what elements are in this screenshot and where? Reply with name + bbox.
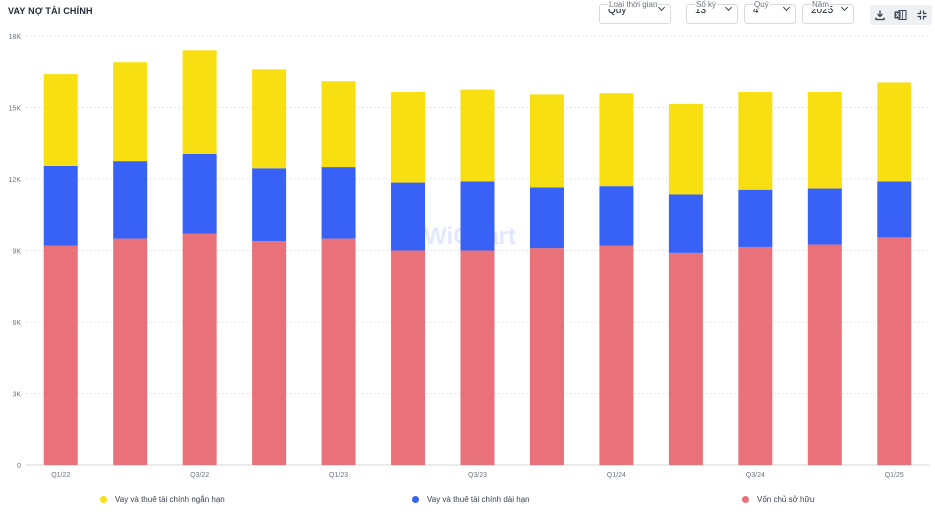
bar-segment[interactable] — [668, 194, 703, 253]
chart-title: VAY NỢ TÀI CHÍNH — [8, 6, 93, 16]
bar-segment[interactable] — [43, 245, 78, 465]
bar-segment[interactable] — [391, 92, 426, 183]
x-tick-label: Q3/22 — [190, 472, 209, 479]
bar-segment[interactable] — [321, 81, 356, 168]
bar-segment[interactable] — [321, 238, 356, 465]
bar-segment[interactable] — [877, 237, 912, 465]
bar-segment[interactable] — [807, 188, 842, 245]
y-tick-label: 15K — [9, 106, 22, 113]
legend-label-short-term: Vay và thuê tài chính ngắn hạn — [115, 495, 225, 504]
bar-segment[interactable] — [529, 248, 564, 465]
legend-dot-long-term — [412, 496, 419, 503]
bar-segment[interactable] — [113, 161, 148, 239]
legend-label-long-term: Vay và thuê tài chính dài hạn — [427, 495, 530, 504]
y-tick-label: 3K — [12, 392, 21, 399]
x-tick-label: Q1/25 — [885, 472, 904, 479]
legend-dot-short-term — [100, 496, 107, 503]
bar-segment[interactable] — [599, 93, 634, 187]
collapse-icon[interactable] — [915, 8, 929, 22]
legend-dot-equity — [742, 496, 749, 503]
bar-segment[interactable] — [529, 187, 564, 249]
bar-segment[interactable] — [460, 89, 495, 182]
bar-segment[interactable] — [391, 182, 426, 251]
legend-label-equity: Vốn chủ sở hữu — [757, 495, 815, 504]
x-tick-label: Q3/24 — [746, 472, 765, 479]
x-tick-label: Q1/24 — [607, 472, 626, 479]
bar-segment[interactable] — [877, 181, 912, 238]
period-type-label: Loại thời gian — [608, 0, 659, 9]
bar-segment[interactable] — [43, 74, 78, 166]
bar-segment[interactable] — [182, 233, 217, 465]
excel-icon[interactable] — [894, 8, 908, 22]
y-tick-label: 18K — [9, 34, 22, 41]
bar-segment[interactable] — [807, 244, 842, 465]
periods-value: 13 — [695, 5, 707, 16]
bar-segment[interactable] — [529, 94, 564, 188]
bar-segment[interactable] — [391, 250, 426, 466]
legend-item-equity[interactable]: Vốn chủ sở hữu — [742, 495, 814, 504]
y-tick-label: 0 — [17, 463, 21, 470]
bar-segment[interactable] — [252, 240, 287, 465]
bar-segment[interactable] — [599, 186, 634, 246]
y-tick-label: 12K — [9, 177, 22, 184]
bar-segment[interactable] — [877, 82, 912, 182]
bars — [43, 50, 912, 466]
bar-segment[interactable] — [668, 252, 703, 465]
quarter-value: 4 — [753, 5, 759, 16]
legend-item-short-term[interactable]: Vay và thuê tài chính ngắn hạn — [100, 495, 225, 504]
download-icon[interactable] — [873, 8, 887, 22]
bar-segment[interactable] — [668, 103, 703, 195]
bar-segment[interactable] — [252, 168, 287, 241]
y-tick-label: 9K — [12, 249, 21, 256]
bar-segment[interactable] — [738, 246, 773, 465]
y-tick-label: 6K — [12, 320, 21, 327]
bar-segment[interactable] — [182, 50, 217, 154]
bar-segment[interactable] — [182, 153, 217, 234]
x-axis-ticks: Q1/22 Q3/22 Q1/23 Q3/23 Q1/24 Q3/24 Q1/25 — [51, 472, 904, 479]
bar-segment[interactable] — [113, 238, 148, 465]
bar-segment[interactable] — [43, 165, 78, 246]
period-type-value: Quý — [608, 5, 627, 16]
x-tick-label: Q1/22 — [51, 472, 70, 479]
bar-segment[interactable] — [738, 92, 773, 190]
year-value: 2025 — [811, 5, 834, 16]
year-label: Năm — [811, 0, 830, 9]
x-tick-label: Q3/23 — [468, 472, 487, 479]
quarter-label: Quý — [753, 0, 770, 9]
periods-label: Số kỳ — [695, 0, 718, 9]
x-tick-label: Q1/23 — [329, 472, 348, 479]
bar-segment[interactable] — [460, 181, 495, 251]
bar-segment[interactable] — [252, 69, 287, 169]
chart-toolbar — [870, 5, 932, 25]
bar-segment[interactable] — [738, 189, 773, 247]
bar-segment[interactable] — [807, 92, 842, 189]
legend-item-long-term[interactable]: Vay và thuê tài chính dài hạn — [412, 495, 530, 504]
bar-segment[interactable] — [460, 250, 495, 466]
bar-segment[interactable] — [113, 62, 148, 162]
bar-segment[interactable] — [599, 245, 634, 465]
bar-segment[interactable] — [321, 167, 356, 239]
y-axis-ticks: 0 3K 6K 9K 12K 15K 18K — [9, 34, 22, 470]
